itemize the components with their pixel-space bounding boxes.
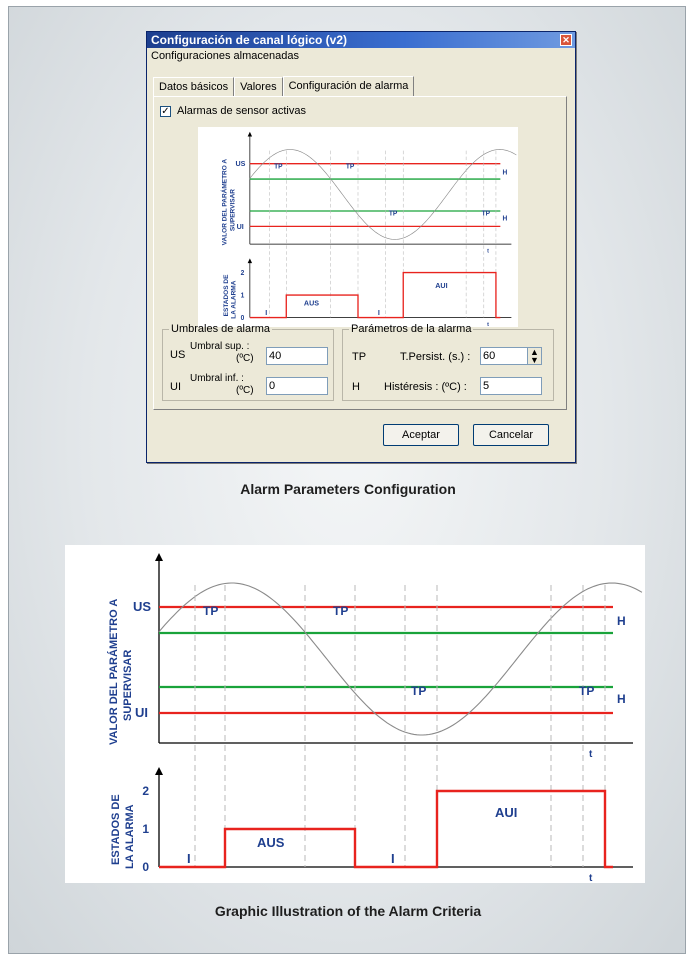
big-tp-label-1: TP xyxy=(333,604,348,618)
caption-dialog: Alarm Parameters Configuration xyxy=(240,481,456,497)
dialog-title: Configuración de canal lógico (v2) xyxy=(151,33,348,47)
tab-strip: Datos básicos Valores Configuración de a… xyxy=(153,76,415,96)
us-code: US xyxy=(170,349,186,361)
big-i-label-2: I xyxy=(391,851,395,866)
persistence-time-value: 60 xyxy=(483,350,496,362)
big-aus-label: AUS xyxy=(257,835,285,850)
ui-unit: (ºC) xyxy=(236,385,254,396)
big-alarm-state-line xyxy=(159,789,613,869)
big-tp-label-2: TP xyxy=(411,684,426,698)
sensor-alarms-label: Alarmas de sensor activas xyxy=(177,105,306,117)
us-label: Umbral sup. : xyxy=(190,341,250,352)
small-t-label-top: t xyxy=(487,248,489,254)
small-ylabel-bottom-2: LA ALARMA xyxy=(231,280,238,319)
ui-label: Umbral inf. : xyxy=(190,373,244,384)
big-tp-label-0: TP xyxy=(203,604,218,618)
big-h-label-upper: H xyxy=(617,614,626,628)
alarm-parameters-group: Parámetros de la alarma xyxy=(342,323,554,401)
alarm-config-dialog: Configuración de canal lógico (v2) ✕ Con… xyxy=(146,31,576,463)
small-top-y-arrow xyxy=(247,131,253,137)
big-i-label-1: I xyxy=(187,851,191,866)
tab-basic-data[interactable]: Datos básicos xyxy=(153,77,235,96)
big-t-label-bottom: t xyxy=(589,873,593,883)
big-state-tick-2: 2 xyxy=(142,784,149,798)
small-aus-label: AUS xyxy=(304,298,319,307)
big-parameter-curve xyxy=(158,582,643,736)
big-top-y-arrow xyxy=(155,553,163,561)
small-h-label-upper: H xyxy=(503,169,508,176)
big-ylabel-top-1: VALOR DEL PARÁMETRO A xyxy=(107,599,120,745)
small-i-label-2: I xyxy=(378,308,380,317)
small-ylabel-top-2: SUPERVISAR xyxy=(230,189,237,232)
caption-diagram: Graphic Illustration of the Alarm Criter… xyxy=(214,903,482,919)
small-us-label: US xyxy=(236,159,246,168)
small-state-tick-2: 2 xyxy=(241,270,245,277)
small-state-tick-0: 0 xyxy=(241,315,245,322)
small-ui-label: UI xyxy=(237,222,244,231)
small-tp-label-1: TP xyxy=(346,163,355,170)
thresholds-group: Umbrales de alarma xyxy=(162,323,334,401)
tp-code: TP xyxy=(352,351,367,363)
big-t-label-top: t xyxy=(589,749,593,760)
big-aui-label: AUI xyxy=(495,805,517,820)
persistence-time-input[interactable]: 60 ▲ ▼ xyxy=(480,347,542,365)
alarm-parameters-legend: Parámetros de la alarma xyxy=(351,323,472,335)
small-ylabel-top-1: VALOR DEL PARÁMETRO A xyxy=(220,158,229,245)
big-ylabel-bottom-1: ESTADOS DE xyxy=(110,794,122,865)
small-alarm-diagram: 0 1 2 US UI H H TP TP TP TP t t AUS AUI I I VALOR DEL PAR… xyxy=(198,127,518,327)
us-unit: (ºC) xyxy=(236,353,254,364)
small-alarm-state-line xyxy=(249,271,501,319)
big-state-tick-1: 1 xyxy=(142,822,149,836)
tab-alarm-configuration[interactable]: Configuración de alarma xyxy=(282,76,415,96)
big-tp-label-3: TP xyxy=(579,684,594,698)
big-us-label: US xyxy=(133,599,151,614)
spinner-icon[interactable]: ▲ ▼ xyxy=(527,348,541,365)
small-parameter-curve xyxy=(249,149,517,240)
small-state-tick-1: 1 xyxy=(241,292,245,299)
small-i-label-1: I xyxy=(265,308,267,317)
small-tp-label-3: TP xyxy=(482,211,491,218)
sensor-alarms-checkbox-row[interactable]: ✓ Alarmas de sensor activas xyxy=(160,105,306,117)
figure-panel: Configuración de canal lógico (v2) ✕ Con… xyxy=(8,6,686,954)
big-bottom-y-arrow xyxy=(155,767,163,775)
h-label: Histéresis : (ºC) : xyxy=(384,381,467,393)
accept-button[interactable]: Aceptar xyxy=(383,424,459,446)
alarm-criteria-diagram: 0 1 2 US UI H H TP TP TP TP t t AUS AUI I I VALOR DEL PAR… xyxy=(65,545,645,883)
small-tp-label-2: TP xyxy=(389,211,398,218)
small-h-label-lower: H xyxy=(503,215,508,222)
upper-threshold-input[interactable]: 40 xyxy=(266,347,328,365)
dialog-titlebar: Configuración de canal lógico (v2) ✕ xyxy=(147,32,575,48)
tp-label: T.Persist. (s.) : xyxy=(400,351,471,363)
cancel-button[interactable]: Cancelar xyxy=(473,424,549,446)
small-tp-label-0: TP xyxy=(274,163,283,170)
close-icon[interactable]: ✕ xyxy=(560,34,572,46)
big-h-label-lower: H xyxy=(617,692,626,706)
small-bottom-y-arrow xyxy=(247,258,253,264)
big-state-tick-0: 0 xyxy=(142,860,149,874)
small-aui-label: AUI xyxy=(435,281,447,290)
hysteresis-input[interactable]: 5 xyxy=(480,377,542,395)
big-ylabel-top-2: SUPERVISAR xyxy=(122,650,134,721)
big-ylabel-bottom-2: LA ALARMA xyxy=(124,804,136,869)
small-ylabel-bottom-1: ESTADOS DE xyxy=(223,275,230,317)
ui-code: UI xyxy=(170,381,181,393)
sensor-alarms-checkbox[interactable]: ✓ xyxy=(160,105,171,117)
menu-stored-configurations[interactable]: Configuraciones almacenadas xyxy=(151,50,299,62)
tab-values[interactable]: Valores xyxy=(234,77,283,96)
alarm-tab-page: ✓ Alarmas de sensor activas 0 1 2 US UI H H TP T… xyxy=(153,96,567,410)
thresholds-legend: Umbrales de alarma xyxy=(171,323,271,335)
lower-threshold-input[interactable]: 0 xyxy=(266,377,328,395)
big-ui-label: UI xyxy=(135,705,148,720)
small-t-label-bottom: t xyxy=(487,322,489,327)
h-code: H xyxy=(352,381,360,393)
